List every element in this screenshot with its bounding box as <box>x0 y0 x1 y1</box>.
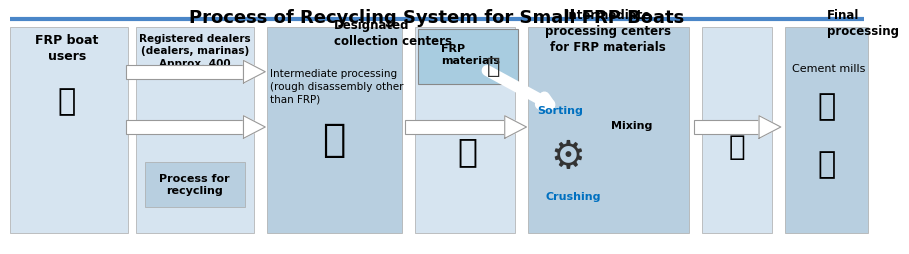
Text: Registered dealers
(dealers, marinas)
Approx. 400
nationwide: Registered dealers (dealers, marinas) Ap… <box>139 34 251 81</box>
Polygon shape <box>504 116 526 138</box>
Text: 🚛: 🚛 <box>457 136 477 169</box>
Text: Process of Recycling System for Small FRP Boats: Process of Recycling System for Small FR… <box>189 9 684 27</box>
Text: FRP
materials: FRP materials <box>441 44 500 66</box>
FancyBboxPatch shape <box>267 26 402 232</box>
Text: 🚜: 🚜 <box>323 121 345 158</box>
Text: FRP boat
users: FRP boat users <box>35 34 98 63</box>
Text: ⚙: ⚙ <box>550 138 584 176</box>
Text: Mixing: Mixing <box>611 121 653 131</box>
Polygon shape <box>244 60 265 83</box>
Text: Intermediate
processing centers
for FRP materials: Intermediate processing centers for FRP … <box>545 9 672 54</box>
FancyBboxPatch shape <box>785 26 868 232</box>
FancyBboxPatch shape <box>10 26 127 232</box>
FancyBboxPatch shape <box>415 26 515 232</box>
FancyBboxPatch shape <box>405 120 504 134</box>
FancyBboxPatch shape <box>703 26 772 232</box>
Polygon shape <box>244 116 265 138</box>
Text: 🚚: 🚚 <box>729 133 745 161</box>
Text: Sorting: Sorting <box>537 106 583 116</box>
FancyBboxPatch shape <box>528 26 689 232</box>
Text: 📐: 📐 <box>486 57 500 77</box>
FancyBboxPatch shape <box>136 26 254 232</box>
FancyBboxPatch shape <box>145 162 245 208</box>
Text: Crushing: Crushing <box>545 192 601 202</box>
FancyBboxPatch shape <box>126 120 244 134</box>
Text: 🏭: 🏭 <box>818 92 836 121</box>
Text: Cement mills: Cement mills <box>792 64 865 74</box>
FancyBboxPatch shape <box>417 29 518 84</box>
Text: 🏭: 🏭 <box>818 150 836 179</box>
Text: Intermediate processing
(rough disassembly other
than FRP): Intermediate processing (rough disassemb… <box>270 69 403 104</box>
Text: Process for
recycling: Process for recycling <box>159 174 230 196</box>
Text: 🚤: 🚤 <box>57 87 75 116</box>
FancyBboxPatch shape <box>694 120 759 134</box>
Text: Final
processing: Final processing <box>827 9 899 38</box>
FancyBboxPatch shape <box>126 65 244 78</box>
Polygon shape <box>759 116 781 138</box>
Text: Designated
collection centers: Designated collection centers <box>334 19 452 48</box>
